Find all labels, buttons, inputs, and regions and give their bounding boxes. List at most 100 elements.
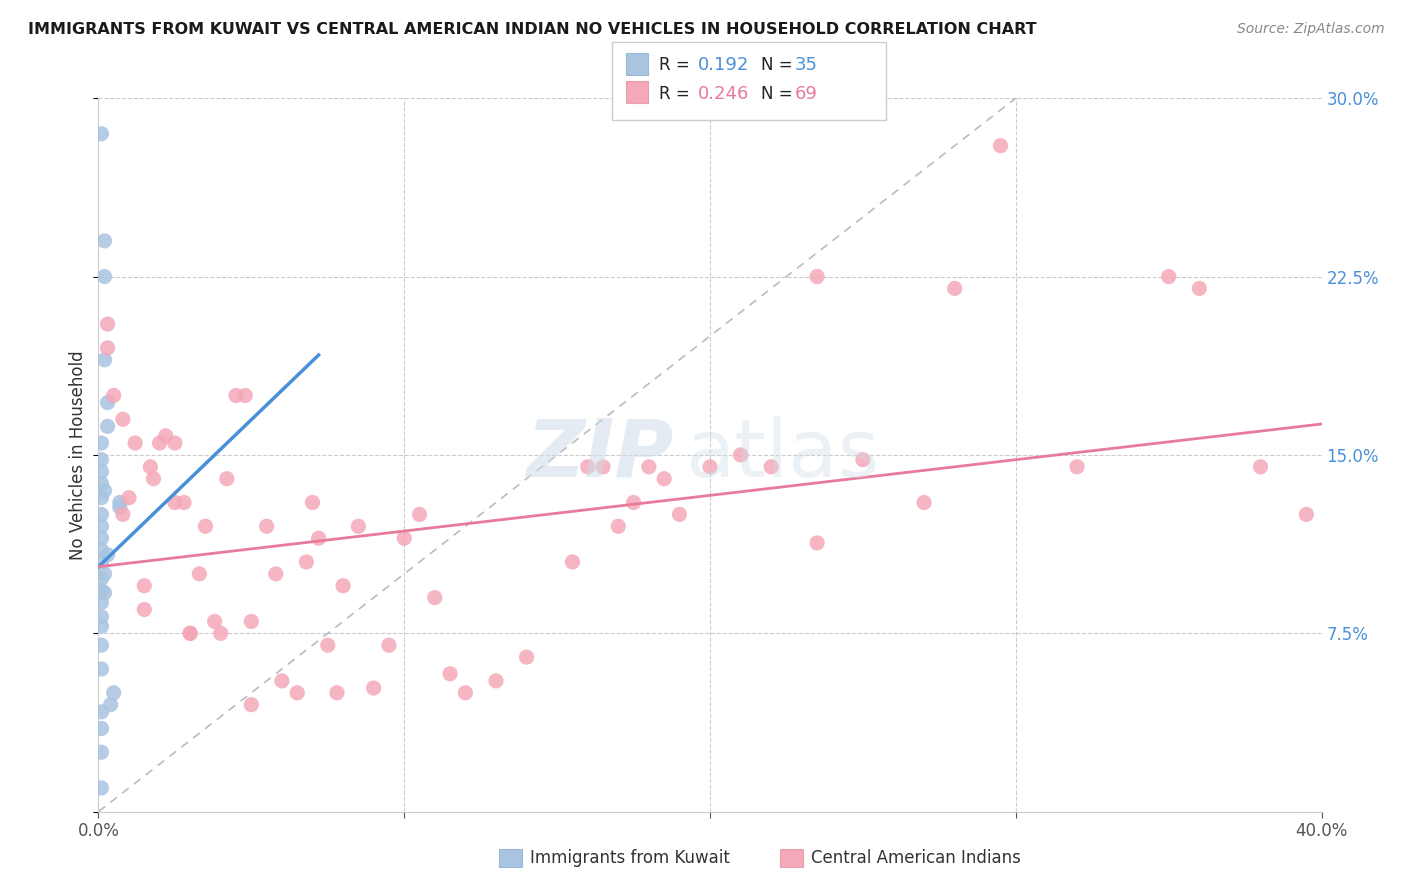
Text: 0.192: 0.192 — [697, 56, 749, 74]
Text: 35: 35 — [794, 56, 817, 74]
Point — [347, 519, 370, 533]
Point — [607, 519, 630, 533]
Text: ZIP: ZIP — [526, 416, 673, 494]
Point — [576, 459, 599, 474]
Point — [561, 555, 583, 569]
Point — [1249, 459, 1271, 474]
Point — [209, 626, 232, 640]
Text: Immigrants from Kuwait: Immigrants from Kuwait — [530, 849, 730, 867]
Point — [93, 586, 115, 600]
Point — [699, 459, 721, 474]
Point — [392, 531, 416, 545]
Point — [142, 472, 165, 486]
Point — [163, 436, 186, 450]
Point — [240, 615, 263, 629]
Point — [97, 341, 120, 355]
Text: N =: N = — [761, 85, 797, 103]
Point — [90, 583, 112, 598]
Text: R =: R = — [659, 85, 700, 103]
Point — [423, 591, 446, 605]
Point — [93, 269, 115, 284]
Text: N =: N = — [761, 56, 797, 74]
Point — [90, 491, 112, 505]
Point — [256, 519, 278, 533]
Point — [90, 609, 112, 624]
Text: atlas: atlas — [686, 416, 880, 494]
Point — [90, 555, 112, 569]
Point — [139, 459, 162, 474]
Point — [990, 138, 1012, 153]
Text: IMMIGRANTS FROM KUWAIT VS CENTRAL AMERICAN INDIAN NO VEHICLES IN HOUSEHOLD CORRE: IMMIGRANTS FROM KUWAIT VS CENTRAL AMERIC… — [28, 22, 1036, 37]
Point — [308, 531, 330, 545]
Point — [93, 352, 115, 367]
Point — [103, 686, 125, 700]
Point — [111, 508, 134, 522]
Point — [378, 638, 401, 652]
Point — [90, 127, 112, 141]
Point — [90, 662, 112, 676]
Text: R =: R = — [659, 56, 700, 74]
Point — [155, 429, 177, 443]
Y-axis label: No Vehicles in Household: No Vehicles in Household — [69, 350, 87, 560]
Point — [134, 602, 156, 616]
Point — [225, 388, 247, 402]
Point — [240, 698, 263, 712]
Point — [730, 448, 752, 462]
Point — [124, 436, 146, 450]
Point — [90, 452, 112, 467]
Point — [90, 619, 112, 633]
Point — [363, 681, 385, 695]
Point — [912, 495, 935, 509]
Point — [285, 686, 308, 700]
Point — [118, 491, 141, 505]
Point — [90, 572, 112, 586]
Point — [97, 395, 120, 409]
Point — [326, 686, 349, 700]
Point — [90, 508, 112, 522]
Point — [100, 698, 122, 712]
Point — [90, 531, 112, 545]
Point — [97, 317, 120, 331]
Point — [90, 705, 112, 719]
Point — [93, 234, 115, 248]
Point — [233, 388, 256, 402]
Point — [806, 269, 828, 284]
Point — [204, 615, 226, 629]
Point — [852, 452, 875, 467]
Point — [90, 476, 112, 491]
Point — [264, 566, 287, 581]
Point — [179, 626, 201, 640]
Point — [516, 650, 538, 665]
Point — [194, 519, 217, 533]
Point — [97, 548, 120, 562]
Point — [1295, 508, 1317, 522]
Point — [108, 500, 131, 515]
Point — [97, 419, 120, 434]
Point — [485, 673, 508, 688]
Point — [1188, 281, 1211, 295]
Point — [316, 638, 339, 652]
Point — [652, 472, 675, 486]
Point — [295, 555, 318, 569]
Point — [173, 495, 195, 509]
Point — [215, 472, 238, 486]
Point — [90, 543, 112, 558]
Text: 0.246: 0.246 — [697, 85, 749, 103]
Point — [1157, 269, 1180, 284]
Point — [454, 686, 477, 700]
Point — [163, 495, 186, 509]
Point — [90, 780, 112, 795]
Point — [90, 745, 112, 759]
Point — [134, 579, 156, 593]
Text: 69: 69 — [794, 85, 817, 103]
Point — [108, 495, 131, 509]
Point — [93, 483, 115, 498]
Point — [149, 436, 172, 450]
Point — [103, 388, 125, 402]
Point — [93, 566, 115, 581]
Text: Central American Indians: Central American Indians — [811, 849, 1021, 867]
Point — [90, 519, 112, 533]
Point — [90, 722, 112, 736]
Point — [806, 536, 828, 550]
Point — [668, 508, 690, 522]
